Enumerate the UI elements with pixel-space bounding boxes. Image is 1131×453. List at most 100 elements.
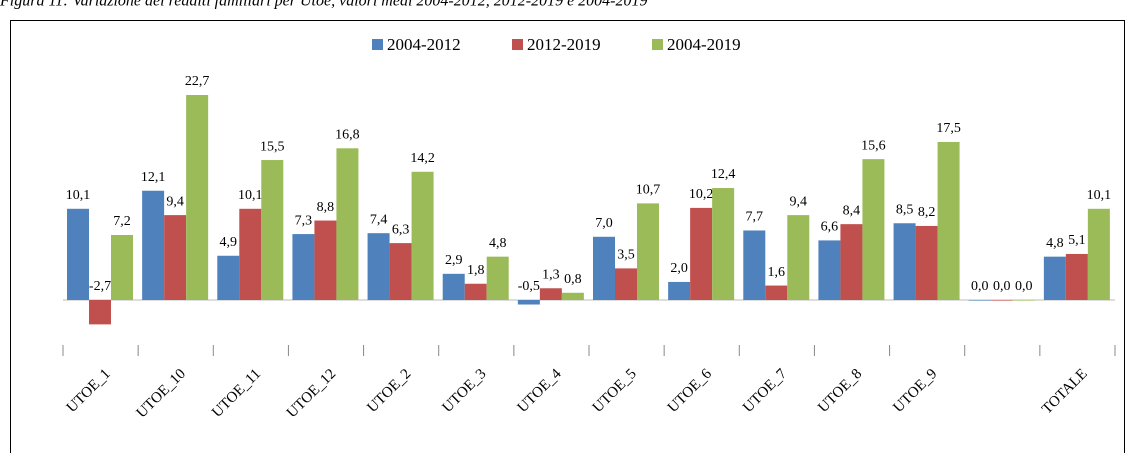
x-tick-label: UTOE_9: [890, 366, 940, 416]
bar: [142, 190, 165, 300]
bar: [990, 300, 1013, 301]
data-label: 10,1: [1087, 188, 1112, 203]
bar: [690, 207, 713, 300]
bar: [637, 203, 659, 300]
bar: [1043, 256, 1066, 300]
data-label: 10,1: [66, 188, 91, 203]
bar: [668, 281, 691, 300]
bar: [539, 288, 562, 300]
data-label: 12,4: [711, 167, 736, 182]
bar: [239, 208, 262, 300]
bar: [411, 171, 434, 300]
bar: [593, 236, 615, 300]
x-tick-label: UTOE_4: [515, 366, 565, 416]
x-tick-label: TOTALE: [1039, 366, 1091, 418]
data-label: 1,3: [542, 267, 560, 282]
data-label: 1,8: [467, 263, 485, 278]
bar: [615, 268, 637, 300]
bar: [292, 234, 315, 300]
bar: [818, 240, 841, 300]
data-label: 7,4: [370, 212, 388, 227]
data-label: 10,1: [238, 188, 263, 203]
data-label: 7,3: [295, 213, 313, 228]
bar: [217, 255, 240, 300]
bar: [561, 292, 584, 300]
bar: [893, 223, 916, 300]
legend-swatch: [652, 39, 663, 50]
bar: [389, 243, 412, 300]
legend-label: 2004-2012: [387, 35, 461, 54]
data-label: 10,2: [689, 187, 714, 202]
bar: [765, 285, 788, 300]
bar: [186, 95, 209, 300]
data-label: 16,8: [335, 128, 360, 143]
data-label: 4,8: [1046, 236, 1064, 251]
bar: [67, 208, 89, 300]
data-label: 0,0: [971, 279, 989, 294]
bar: [261, 160, 284, 300]
chart-border: [10, 20, 1125, 453]
data-label: 14,2: [410, 151, 435, 166]
data-label: 15,6: [861, 138, 886, 153]
data-label: 8,4: [843, 203, 861, 218]
x-tick-label: UTOE_1: [64, 366, 114, 416]
bar: [1065, 253, 1088, 300]
data-label: 6,6: [821, 220, 839, 235]
bar: [743, 230, 766, 300]
x-tick-label: UTOE_3: [440, 366, 490, 416]
data-label: 6,3: [392, 222, 410, 237]
bar: [367, 233, 390, 300]
bar: [89, 300, 111, 325]
data-label: 12,1: [141, 170, 166, 185]
data-label: 7,0: [595, 216, 613, 231]
bar: [336, 148, 359, 300]
data-label: 22,7: [185, 74, 210, 89]
bar: [111, 234, 133, 300]
chart-title: Figura 11: Variazione dei redditi famili…: [0, 0, 648, 10]
x-tick-label: UTOE_11: [209, 366, 264, 421]
data-label: -2,7: [89, 279, 111, 294]
bar: [1012, 300, 1035, 301]
data-label: 8,2: [918, 205, 936, 220]
bar: [968, 300, 991, 301]
x-tick-label: UTOE_5: [590, 366, 640, 416]
data-label: 7,2: [113, 214, 131, 229]
bar: [442, 273, 465, 300]
bar: [1087, 208, 1110, 300]
legend-swatch: [512, 39, 523, 50]
data-label: -0,5: [518, 279, 540, 294]
data-label: 10,7: [636, 183, 661, 198]
bar: [915, 225, 938, 300]
legend-label: 2004-2019: [667, 35, 741, 54]
x-tick-label: UTOE_2: [364, 366, 414, 416]
bar: [517, 300, 540, 305]
data-label: 4,8: [489, 236, 507, 251]
x-tick-label: UTOE_12: [284, 366, 339, 421]
bar: [164, 215, 187, 300]
bar: [314, 220, 337, 300]
data-label: 3,5: [617, 248, 635, 263]
data-label: 4,9: [220, 235, 238, 250]
data-label: 8,8: [317, 200, 335, 215]
x-tick-label: UTOE_7: [740, 366, 790, 416]
bar: [464, 283, 487, 300]
bar: [862, 159, 885, 300]
data-label: 2,9: [445, 253, 463, 268]
data-label: 17,5: [936, 121, 961, 136]
bar: [486, 256, 509, 300]
data-label: 5,1: [1068, 233, 1086, 248]
data-label: 9,4: [166, 194, 184, 209]
data-label: 7,7: [746, 210, 764, 225]
x-tick-label: UTOE_8: [815, 366, 865, 416]
data-label: 8,5: [896, 202, 914, 217]
data-label: 0,0: [1015, 279, 1033, 294]
x-tick-label: UTOE_6: [665, 366, 715, 416]
data-label: 0,8: [564, 272, 582, 287]
bar: [712, 188, 735, 300]
data-label: 2,0: [670, 261, 688, 276]
legend-swatch: [372, 39, 383, 50]
bar: [937, 141, 960, 300]
legend-label: 2012-2019: [527, 35, 601, 54]
bar: [787, 215, 810, 300]
